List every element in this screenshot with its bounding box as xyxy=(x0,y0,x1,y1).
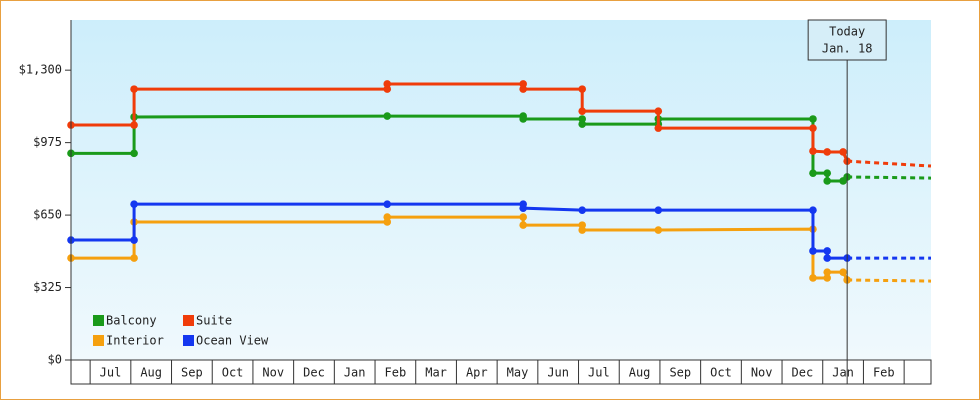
forecast-line xyxy=(847,278,932,283)
today-box xyxy=(807,19,887,61)
point xyxy=(823,274,832,282)
point xyxy=(809,169,817,177)
point xyxy=(809,274,817,282)
point xyxy=(383,200,392,208)
x-axis-band xyxy=(70,359,932,385)
x-tick-label: Feb xyxy=(873,366,895,380)
plot-area xyxy=(71,20,931,360)
point xyxy=(823,247,832,255)
point xyxy=(130,149,138,158)
legend-swatch xyxy=(183,315,194,326)
point xyxy=(823,148,832,156)
point xyxy=(578,107,586,115)
legend-label: Interior xyxy=(106,334,164,348)
point xyxy=(578,206,586,214)
forecast-line xyxy=(847,159,932,168)
x-tick-label: Jul xyxy=(588,366,610,380)
x-tick-label: Oct xyxy=(710,366,732,380)
point xyxy=(130,121,138,129)
point xyxy=(654,124,663,132)
legend-swatch xyxy=(183,335,194,346)
point xyxy=(809,115,817,123)
point xyxy=(519,115,527,123)
point xyxy=(809,247,817,255)
x-tick-label: Sep xyxy=(181,366,203,380)
point xyxy=(823,254,832,262)
series-line xyxy=(71,114,849,183)
today-label: Today xyxy=(829,25,865,39)
point xyxy=(823,268,832,276)
point xyxy=(519,221,527,229)
legend-swatch xyxy=(93,315,104,326)
x-tick-label: Nov xyxy=(262,366,284,380)
legend-label: Suite xyxy=(196,314,232,328)
series-line xyxy=(71,82,849,162)
x-tick-label: Nov xyxy=(751,366,773,380)
forecast-line xyxy=(847,175,932,180)
point xyxy=(578,120,586,128)
point xyxy=(383,112,392,120)
legend-label: Balcony xyxy=(106,314,157,328)
x-tick-label: Sep xyxy=(669,366,691,380)
point xyxy=(654,107,663,115)
legend-swatch xyxy=(93,335,104,346)
y-tick-label: $325 xyxy=(33,280,62,294)
point xyxy=(383,80,392,88)
y-tick-label: $650 xyxy=(33,208,62,222)
point xyxy=(809,147,817,155)
x-tick-label: Feb xyxy=(385,366,407,380)
today-label: Jan. 18 xyxy=(822,42,873,56)
point xyxy=(839,148,847,156)
y-tick-label: $975 xyxy=(33,135,62,149)
legend-label: Ocean View xyxy=(196,334,269,348)
point xyxy=(130,200,138,208)
x-tick-label: Jan xyxy=(832,366,854,380)
point xyxy=(130,254,138,262)
y-tick-label: $0 xyxy=(48,353,62,367)
point xyxy=(809,124,817,132)
x-tick-label: Dec xyxy=(792,366,814,380)
point xyxy=(130,85,138,93)
x-tick-label: Jul xyxy=(100,366,122,380)
x-tick-label: Mar xyxy=(425,366,447,380)
x-tick-label: Aug xyxy=(140,366,162,380)
point xyxy=(383,213,392,221)
point xyxy=(519,213,527,221)
point xyxy=(578,226,586,234)
point xyxy=(130,236,138,244)
x-tick-label: Jun xyxy=(547,366,569,380)
x-tick-label: Dec xyxy=(303,366,325,380)
point xyxy=(578,85,586,93)
x-tick-label: Aug xyxy=(629,366,651,380)
x-tick-label: Jan xyxy=(344,366,366,380)
x-tick-label: Oct xyxy=(222,366,244,380)
point xyxy=(519,204,527,212)
point xyxy=(654,226,663,234)
point xyxy=(654,206,663,214)
x-tick-label: Apr xyxy=(466,366,488,380)
point xyxy=(809,206,817,214)
point xyxy=(823,177,832,185)
point xyxy=(839,268,847,276)
point xyxy=(519,85,527,93)
y-tick-label: $1,300 xyxy=(19,63,62,77)
point xyxy=(823,169,832,177)
x-tick-label: May xyxy=(507,366,529,380)
